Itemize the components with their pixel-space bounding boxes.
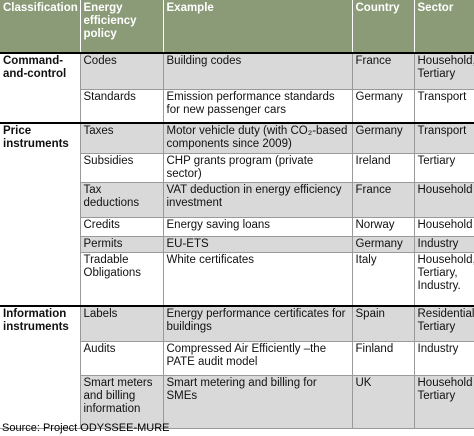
sector-cell: Household — [414, 182, 474, 218]
country-cell: Finland — [352, 341, 415, 376]
country-cell: Germany — [352, 236, 415, 253]
table-row: Credits Energy saving loans Norway Househol… — [0, 217, 474, 237]
country-cell: France — [352, 182, 415, 218]
source-note: Source: Project ODYSSEE-MURE — [2, 422, 170, 434]
example-cell: White certificates — [163, 252, 353, 307]
table-row: Information instruments Labels Energy perf… — [0, 305, 474, 429]
table-row: Tradable Obligations White certificates It… — [0, 252, 474, 307]
sector-cell: Household, Tertiary — [414, 52, 474, 90]
column-header: Sector — [414, 0, 474, 53]
country-cell: Italy — [352, 252, 415, 307]
example-cell: Building codes — [163, 52, 353, 90]
table-row: Standards Emission performance standards … — [0, 89, 474, 124]
policy-cell: Audits — [80, 341, 164, 376]
example-cell: Emission performance standards for new p… — [163, 89, 353, 124]
policy-cell: Taxes — [80, 122, 164, 154]
country-cell: Ireland — [352, 153, 415, 183]
country-cell: Germany — [352, 122, 415, 154]
country-cell: UK — [352, 375, 415, 429]
example-cell: Energy saving loans — [163, 217, 353, 237]
table-body: Command-and-control Codes Building codes Fr… — [0, 52, 474, 429]
sector-cell: Residential, Tertiary — [414, 305, 474, 342]
policy-cell: Credits — [80, 217, 164, 237]
example-cell: Smart metering and billing for SMEs — [163, 375, 353, 429]
sector-cell: Industry — [414, 236, 474, 253]
example-cell: VAT deduction in energy efficiency inves… — [163, 182, 353, 218]
example-cell: Energy performance certificates for buil… — [163, 305, 353, 342]
country-cell: Norway — [352, 217, 415, 237]
column-header: Classification — [0, 0, 81, 53]
column-header: Energy efficiency policy — [80, 0, 164, 53]
country-cell: Germany — [352, 89, 415, 124]
policy-cell: Standards — [80, 89, 164, 124]
policy-cell: Subsidies — [80, 153, 164, 183]
classification-cell: Command-and-control — [0, 52, 81, 124]
policy-cell: Codes — [80, 52, 164, 90]
policy-cell: Tax deductions — [80, 182, 164, 218]
table-row: Command-and-control Codes Building codes Fr… — [0, 52, 474, 124]
table-row: Audits Compressed Air Efficiently –the PA… — [0, 341, 474, 376]
policy-cell: Smart meters and billing information — [80, 375, 164, 429]
example-cell: EU-ETS — [163, 236, 353, 253]
sector-cell: Transport — [414, 122, 474, 154]
table-row: Tax deductions VAT deduction in energy ef… — [0, 182, 474, 218]
sector-cell: Household — [414, 217, 474, 237]
example-cell: Motor vehicle duty (with CO₂-based compo… — [163, 122, 353, 154]
policy-cell: Labels — [80, 305, 164, 342]
classification-cell: Information instruments — [0, 305, 81, 429]
example-cell: Compressed Air Efficiently –the PATE aud… — [163, 341, 353, 376]
table-row: Price instruments Taxes Motor vehicle duty… — [0, 122, 474, 307]
country-cell: France — [352, 52, 415, 90]
policy-cell: Tradable Obligations — [80, 252, 164, 307]
sector-cell: Household, Tertiary, Industry. — [414, 252, 474, 307]
policy-cell: Permits — [80, 236, 164, 253]
sector-cell: Industry — [414, 341, 474, 376]
sector-cell: Tertiary — [414, 153, 474, 183]
header-row: Classification Energy efficiency policy Ex… — [0, 0, 474, 53]
country-cell: Spain — [352, 305, 415, 342]
sector-cell: Transport — [414, 89, 474, 124]
table-row: Smart meters and billing information Smar… — [0, 375, 474, 429]
sector-cell: Household Tertiary — [414, 375, 474, 429]
example-cell: CHP grants program (private sector) — [163, 153, 353, 183]
table-row: Subsidies CHP grants program (private sec… — [0, 153, 474, 183]
column-header: Country — [352, 0, 415, 53]
table-row: Permits EU-ETS Germany Industry — [0, 236, 474, 253]
column-header: Example — [163, 0, 353, 53]
classification-cell: Price instruments — [0, 122, 81, 307]
